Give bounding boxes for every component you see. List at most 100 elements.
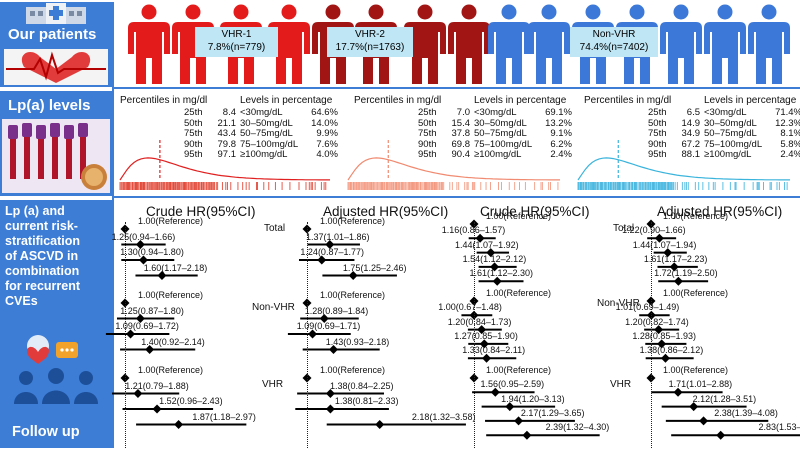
percentile-value: 7.0 — [456, 107, 470, 118]
hr-value-text: 1.54(1.12–2.12) — [462, 253, 527, 264]
percentile-value: 43.4 — [217, 128, 237, 139]
hr-value-text: 1.00(Reference) — [663, 365, 729, 375]
level-label: <30mg/dL — [240, 107, 283, 118]
reference-line — [307, 222, 308, 448]
forest-row-label: Total — [264, 223, 286, 234]
hr-marker — [477, 325, 487, 335]
hr-marker — [328, 345, 338, 354]
level-value: 7.6% — [316, 138, 338, 150]
hr-marker — [522, 430, 532, 440]
percentile-value: 90.4 — [451, 149, 471, 160]
density-curve — [119, 157, 330, 181]
hr-value-text: 1.94(1.20–3.13) — [501, 393, 565, 404]
percentile-label: 50th — [648, 117, 667, 129]
level-label: 30–50mg/dL — [240, 117, 293, 129]
hr-value-text: 1.25(0.94–1.66) — [111, 231, 176, 242]
levels-title: Levels in percentage — [240, 95, 333, 106]
percentile-label: 90th — [184, 138, 203, 150]
forest-row-label: Non-VHR — [252, 302, 295, 313]
group-label-nonvhr: Non-VHR 74.4%(n=7402) — [570, 27, 658, 57]
hr-marker — [673, 276, 683, 286]
heart-ecg-icon — [4, 49, 108, 85]
hr-marker — [348, 271, 358, 280]
percentile-label: 50th — [184, 117, 203, 129]
person-icon — [404, 4, 446, 84]
hr-marker — [663, 248, 673, 258]
hr-value-text: 1.09(0.69–1.71) — [296, 321, 361, 331]
hr-value-text: 1.38(0.86–2.12) — [639, 345, 704, 356]
percentile-value: 67.2 — [681, 138, 701, 150]
hr-marker — [490, 262, 500, 272]
hr-value-text: 1.09(0.69–1.72) — [115, 321, 179, 331]
hr-value-text: 1.00(Reference) — [320, 365, 386, 375]
percentile-label: 90th — [418, 138, 437, 150]
hr-value-text: 2.18(1.32–3.58) — [411, 411, 476, 422]
hr-marker — [135, 240, 145, 249]
reference-line — [474, 222, 475, 448]
person-icon — [128, 4, 170, 84]
blood-tubes-icon — [2, 119, 110, 193]
forest-panel-title: Adjusted HR(95%CI) — [323, 204, 449, 219]
reference-line — [125, 222, 126, 448]
hr-value-text: 1.40(0.92–2.14) — [141, 336, 205, 347]
hr-value-text: 1.00(Reference) — [663, 288, 729, 298]
level-label: 50–75mg/dL — [474, 128, 527, 139]
hr-value-text: 1.44(1.07–1.94) — [632, 239, 697, 250]
levels-title: Levels in percentage — [704, 95, 797, 106]
hr-value-text: 2.17(1.29–3.65) — [520, 407, 585, 418]
percentile-value: 79.8 — [217, 138, 237, 150]
divider-top — [112, 87, 800, 89]
hr-value-text: 1.75(1.25–2.46) — [342, 262, 407, 273]
level-value: 14.0% — [311, 117, 338, 129]
percentile-label: 75th — [418, 128, 437, 139]
forest-row-label: VHR — [262, 379, 284, 390]
hr-marker — [514, 416, 524, 426]
percentile-value: 97.1 — [217, 149, 237, 160]
hr-marker — [325, 389, 335, 398]
forest-panel-title: Crude HR(95%CI) — [480, 204, 590, 219]
percentile-value: 34.9 — [681, 128, 701, 139]
hr-marker — [174, 420, 184, 429]
level-value: 9.1% — [550, 128, 572, 139]
hr-value-text: 1.52(0.96–2.43) — [159, 396, 223, 406]
hr-marker — [492, 276, 502, 286]
person-icon — [488, 4, 530, 84]
hr-value-text: 1.20(0.84–1.73) — [447, 316, 512, 327]
hr-value-text: 1.00(Reference) — [320, 290, 386, 300]
hospital-icon — [26, 3, 86, 24]
hr-value-text: 1.60(1.17–2.18) — [143, 262, 208, 273]
level-label: 75–100mg/dL — [474, 138, 533, 150]
hr-value-text: 1.25(0.87–1.80) — [120, 305, 184, 316]
hr-value-text: 1.00(Reference) — [486, 288, 552, 298]
percentiles-title: Percentiles in mg/dl — [584, 95, 672, 106]
hr-value-text: 1.20(0.82–1.74) — [625, 316, 689, 327]
hr-marker — [133, 389, 143, 398]
percentile-value: 69.8 — [451, 138, 471, 150]
hr-value-text: 1.61(1.12–2.30) — [469, 268, 534, 279]
hr-marker — [669, 262, 679, 272]
hr-value-text: 1.24(0.87–1.77) — [300, 247, 364, 257]
level-label: <30mg/dL — [704, 107, 747, 118]
sidebar-risk: Lp (a) and current risk- stratification … — [0, 200, 112, 448]
group-label-vhr1: VHR-1 7.8%(n=779) — [195, 27, 278, 57]
hr-marker — [654, 233, 664, 243]
level-label: 30–50mg/dL — [474, 117, 527, 129]
percentile-value: 37.8 — [451, 128, 471, 139]
hr-value-text: 1.87(1.18–2.97) — [192, 411, 256, 422]
percentiles-title: Percentiles in mg/dl — [120, 95, 208, 106]
hr-marker — [660, 353, 670, 363]
sidebar-lpa-levels: Lp(a) levels — [0, 91, 112, 196]
hr-marker — [126, 329, 136, 339]
our-patients-label: Our patients — [8, 26, 97, 43]
level-value: 8.1% — [780, 128, 800, 139]
hr-marker — [308, 329, 318, 339]
hr-value-text: 1.00(Reference) — [138, 365, 204, 375]
forest-row-label: Non-VHR — [597, 298, 640, 309]
person-icon — [704, 4, 746, 84]
level-value: 71.4% — [775, 107, 800, 118]
level-label: ≥100mg/dL — [240, 149, 288, 160]
level-value: 13.2% — [545, 117, 572, 129]
hr-marker — [145, 345, 155, 354]
hr-value-text: 1.38(0.84–2.25) — [330, 380, 394, 391]
percentile-value: 15.4 — [451, 117, 471, 129]
